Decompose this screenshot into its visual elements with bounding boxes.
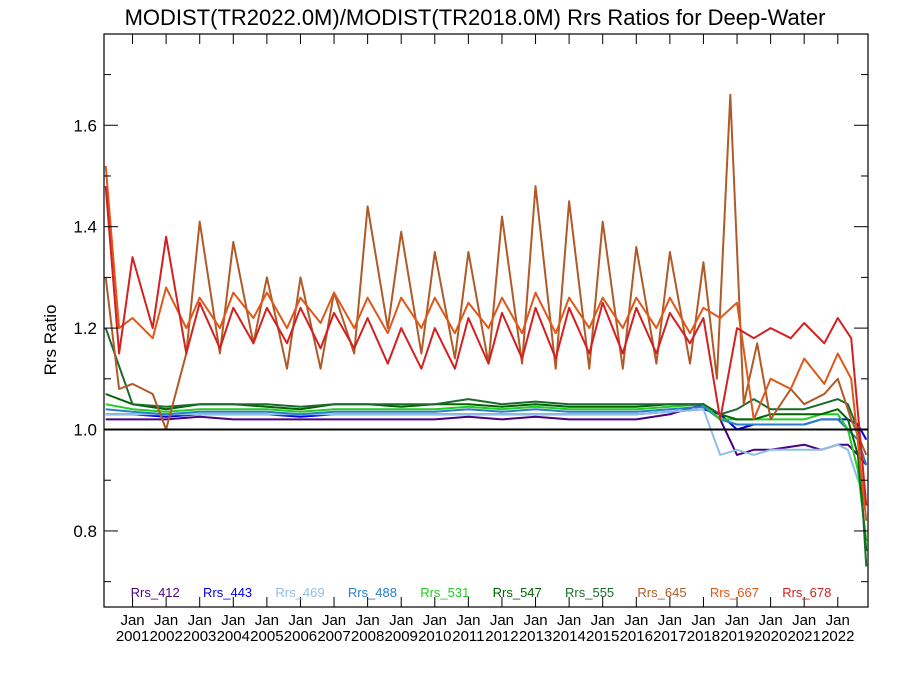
x-tick-label-month: Jan: [255, 612, 279, 629]
x-tick-label-month: Jan: [759, 612, 783, 629]
series-line-rrs_531: [105, 403, 868, 542]
legend-item-rrs_469: Rrs_469: [275, 585, 324, 600]
x-tick-label-month: Jan: [356, 612, 380, 629]
legend-item-rrs_531: Rrs_531: [420, 585, 469, 600]
x-tick-label-year: 2009: [385, 628, 418, 645]
legend-item-rrs_443: Rrs_443: [203, 585, 252, 600]
x-tick-label-month: Jan: [188, 612, 212, 629]
x-tick-label-year: 2019: [720, 628, 753, 645]
x-tick-label-year: 2007: [317, 628, 350, 645]
legend-item-rrs_667: Rrs_667: [710, 585, 759, 600]
x-tick-label-year: 2018: [687, 628, 720, 645]
series-line-rrs_667: [104, 165, 868, 521]
series-line-rrs_555: [104, 327, 868, 567]
x-tick-label-year: 2022: [821, 628, 854, 645]
legend-item-rrs_678: Rrs_678: [782, 585, 831, 600]
x-tick-label-month: Jan: [288, 612, 312, 629]
y-tick-label: 0.8: [73, 522, 97, 541]
x-tick-label-month: Jan: [691, 612, 715, 629]
series-line-rrs_645: [104, 93, 868, 456]
x-tick-label-year: 2013: [519, 628, 552, 645]
legend-item-rrs_412: Rrs_412: [131, 585, 180, 600]
x-tick-label-month: Jan: [591, 612, 615, 629]
y-tick-label: 1.4: [73, 218, 97, 237]
x-tick-label-year: 2004: [217, 628, 250, 645]
x-tick-label-year: 2005: [250, 628, 283, 645]
x-tick-label-year: 2002: [149, 628, 182, 645]
x-tick-label-month: Jan: [658, 612, 682, 629]
plot-frame: [103, 33, 869, 608]
x-tick-label-month: Jan: [624, 612, 648, 629]
x-tick-label-year: 2010: [418, 628, 451, 645]
x-tick-label-year: 2017: [653, 628, 686, 645]
x-tick-label-year: 2008: [351, 628, 384, 645]
x-tick-label-year: 2011: [452, 628, 484, 645]
x-tick-label-month: Jan: [792, 612, 816, 629]
legend-item-rrs_488: Rrs_488: [348, 585, 397, 600]
series-line-rrs_678: [104, 186, 868, 506]
x-tick-label-month: Jan: [826, 612, 850, 629]
x-tick-label-month: Jan: [389, 612, 413, 629]
legend: Rrs_412 Rrs_443 Rrs_469 Rrs_488 Rrs_531 Rrs_5…: [131, 585, 832, 600]
x-tick-label-month: Jan: [523, 612, 547, 629]
plot-area: [104, 93, 868, 567]
x-tick-label-month: Jan: [154, 612, 178, 629]
chart-title: MODIST(TR2022.0M)/MODIST(TR2018.0M) Rrs …: [125, 5, 826, 30]
y-tick-label: 1.6: [73, 116, 97, 135]
series-line-rrs_547: [105, 393, 868, 552]
x-tick-label-year: 2012: [485, 628, 518, 645]
series-line-rrs_412: [105, 403, 868, 466]
x-tick-label-year: 2015: [586, 628, 619, 645]
x-tick-label-month: Jan: [456, 612, 480, 629]
series-line-rrs_469: [105, 408, 868, 496]
x-tick-label-month: Jan: [557, 612, 581, 629]
legend-item-rrs_555: Rrs_555: [565, 585, 614, 600]
x-tick-label-year: 2021: [788, 628, 821, 645]
x-tick-label-year: 2003: [183, 628, 216, 645]
x-tick-label-year: 2020: [754, 628, 787, 645]
x-tick-label-month: Jan: [120, 612, 144, 629]
x-tick-label-month: Jan: [725, 612, 749, 629]
x-tick-label-year: 2001: [116, 628, 149, 645]
series-line-rrs_488: [105, 405, 868, 466]
x-tick-label-year: 2014: [552, 628, 585, 645]
legend-item-rrs_547: Rrs_547: [493, 585, 542, 600]
y-tick-label: 1.2: [73, 319, 97, 338]
x-tick-label-month: Jan: [322, 612, 346, 629]
x-tick-label-month: Jan: [221, 612, 245, 629]
series-group: [104, 93, 868, 567]
x-tick-label-year: 2006: [284, 628, 317, 645]
x-tick-label-month: Jan: [423, 612, 447, 629]
y-axis-label: Rrs Ratio: [41, 305, 60, 376]
axes: 0.81.01.21.41.6Jan2001Jan2002Jan2003Jan2…: [73, 33, 869, 645]
x-tick-label-month: Jan: [490, 612, 514, 629]
x-tick-label-year: 2016: [620, 628, 653, 645]
y-tick-label: 1.0: [73, 421, 97, 440]
legend-item-rrs_645: Rrs_645: [637, 585, 686, 600]
